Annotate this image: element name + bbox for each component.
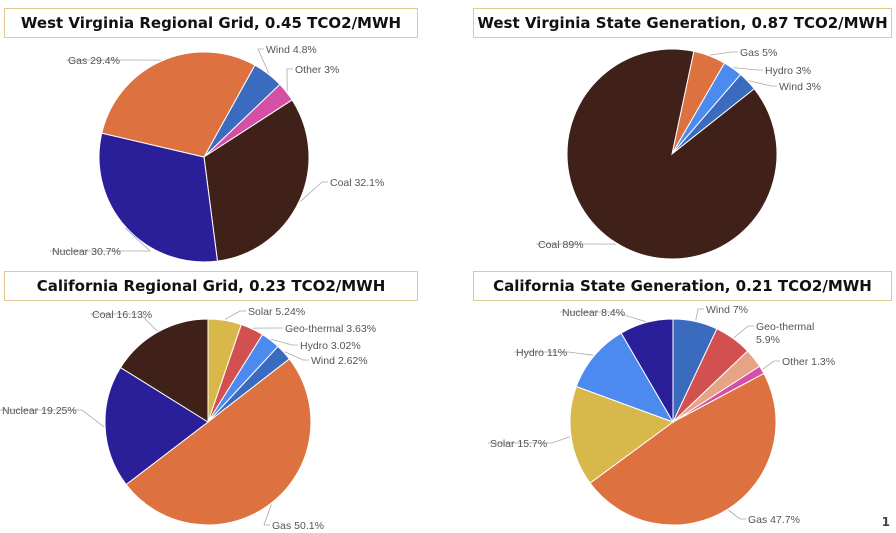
slice-label: Wind 3%	[779, 81, 821, 93]
slice-label: Gas 50.1%	[272, 520, 324, 532]
slice-label: Gas 29.4%	[68, 55, 120, 67]
label-leader-line	[733, 325, 754, 339]
pie-slice-solar	[569, 385, 675, 484]
label-leader-line	[560, 311, 647, 322]
chart-title-ca-state: California State Generation, 0.21 TCO2/M…	[473, 271, 892, 301]
label-leader-line	[514, 351, 594, 356]
slice-label: Nuclear 19.25%	[2, 405, 77, 417]
label-leader-line	[488, 436, 571, 444]
label-leader-line	[695, 308, 704, 321]
slice-label: Hydro 11%	[516, 347, 567, 359]
slice-label: Solar 5.24%	[248, 306, 305, 318]
label-leader-line	[0, 409, 105, 428]
slice-label: Geo-thermal 3.63%	[285, 323, 376, 335]
pie-slice-nuclear	[104, 366, 209, 486]
slice-label: Wind 7%	[706, 304, 748, 316]
slice-label: Coal 89%	[538, 239, 584, 251]
label-leader-line	[257, 48, 270, 74]
slice-label: Coal 16.13%	[92, 309, 152, 321]
pie-slice-coal	[119, 318, 209, 423]
label-leader-line	[299, 181, 328, 202]
pie-slice-coal	[566, 48, 778, 260]
slice-label: Hydro 3%	[765, 65, 811, 77]
slice-label: Gas 5%	[740, 47, 777, 59]
pie-slice-nuclear	[98, 132, 219, 263]
slice-label: Other 3%	[295, 64, 339, 76]
label-leader-line	[270, 338, 298, 346]
slice-label: Coal 32.1%	[330, 177, 384, 189]
slice-label: Nuclear 30.7%	[52, 246, 121, 258]
pie-slice-hydro	[575, 332, 675, 423]
label-leader-line	[50, 227, 152, 252]
pie-slice-coal	[203, 99, 310, 262]
label-leader-line	[728, 509, 746, 520]
label-leader-line	[90, 313, 158, 332]
chart-title-wv-regional: West Virginia Regional Grid, 0.45 TCO2/M…	[4, 8, 418, 38]
pie-slice-nuclear	[620, 318, 674, 424]
label-leader-line	[224, 310, 246, 320]
pie-slice-gas	[589, 372, 777, 526]
slice-label: Gas 47.7%	[748, 514, 800, 526]
pie-slice-gas	[101, 51, 256, 158]
label-leader-line	[284, 351, 309, 361]
slice-label: Solar 15.7%	[490, 438, 547, 450]
slice-label: Wind 4.8%	[266, 44, 317, 56]
label-leader-line	[286, 68, 293, 92]
page-number: 1	[881, 515, 890, 529]
slice-label: Other 1.3%	[782, 356, 835, 368]
label-leader-line	[709, 51, 738, 56]
slice-label: Nuclear 8.4%	[562, 307, 625, 319]
chart-title-wv-state: West Virginia State Generation, 0.87 TCO…	[473, 8, 892, 38]
slice-label: Wind 2.62%	[311, 355, 368, 367]
label-leader-line	[263, 504, 272, 526]
slice-label: Hydro 3.02%	[300, 340, 361, 352]
slice-label: Geo-thermal 5.9%	[756, 321, 814, 346]
chart-title-ca-regional: California Regional Grid, 0.23 TCO2/MWH	[4, 271, 418, 301]
pie-slice-gas	[125, 358, 312, 526]
label-leader-line	[733, 67, 763, 71]
label-leader-line	[762, 360, 780, 370]
label-leader-line	[748, 80, 777, 87]
